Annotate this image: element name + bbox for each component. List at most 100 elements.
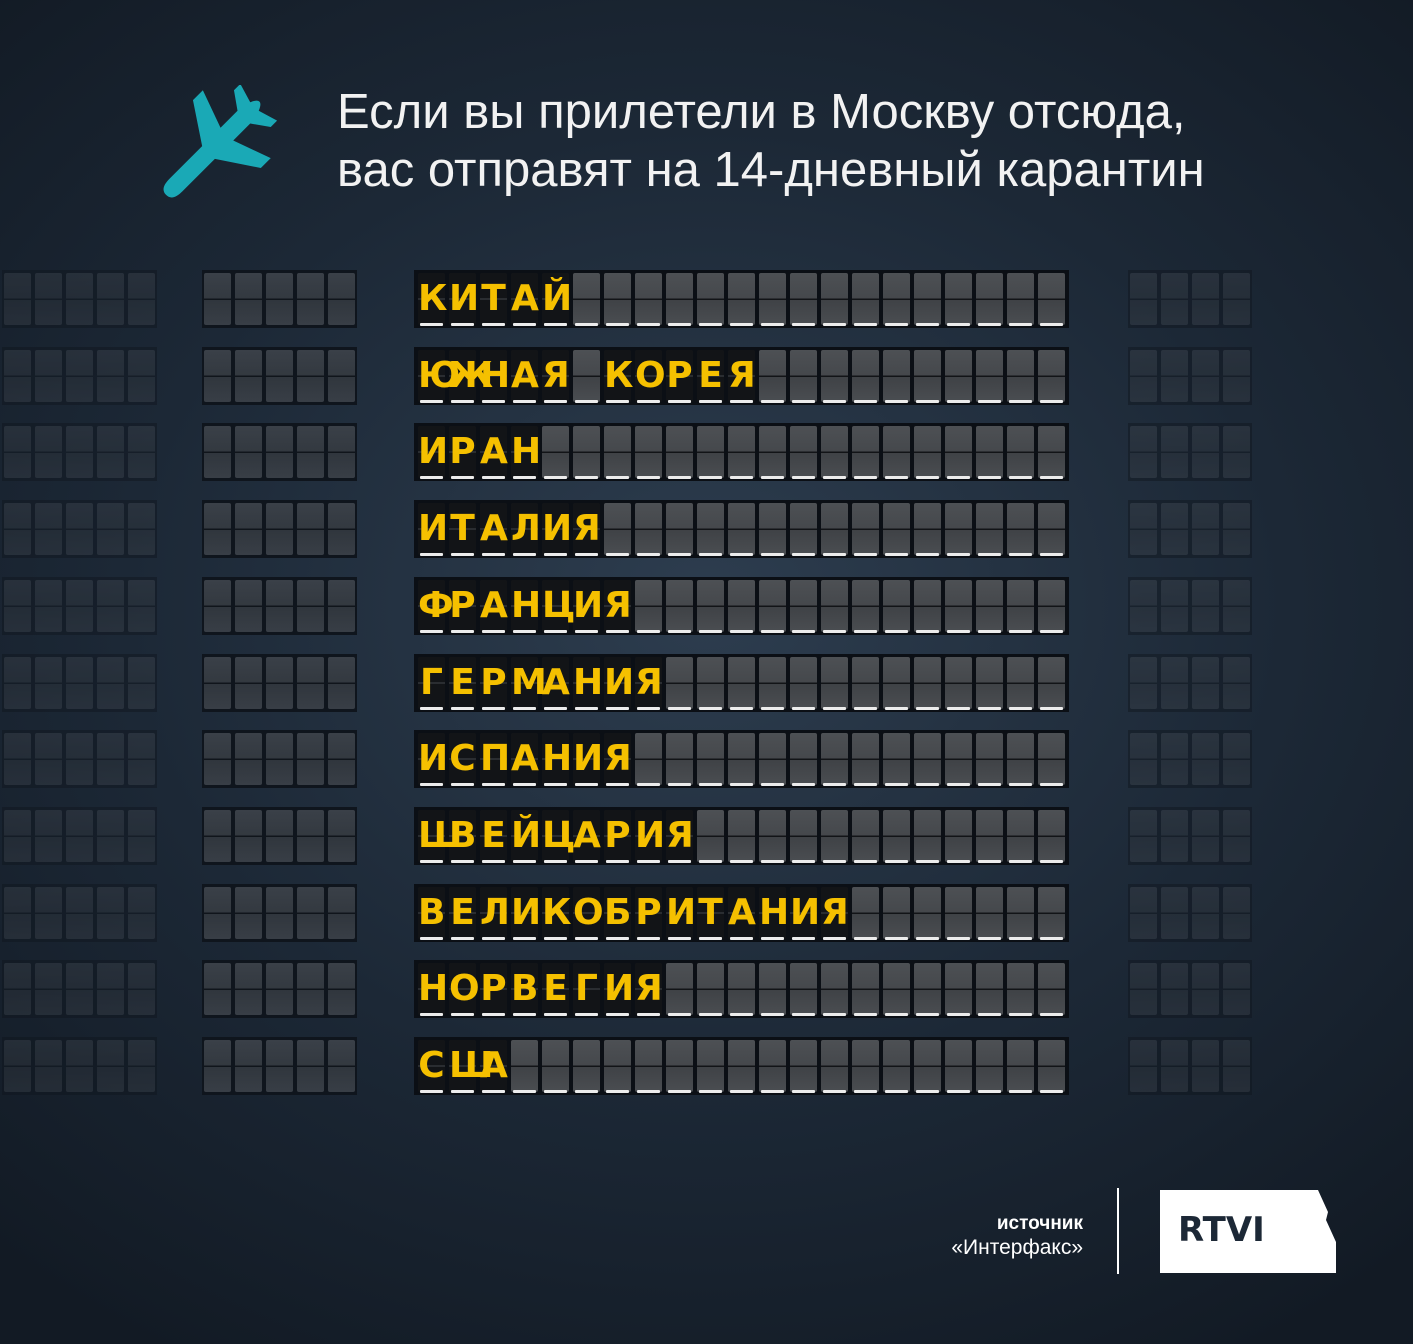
flap-cell xyxy=(1223,273,1250,325)
board-left-panel-far xyxy=(2,577,157,635)
flap-cell xyxy=(914,426,941,479)
flap-cell: Я xyxy=(604,733,632,786)
flap-cell xyxy=(4,580,31,632)
flap-cell xyxy=(266,1040,293,1092)
flap-cell xyxy=(1130,887,1157,939)
flap-cell xyxy=(945,273,972,326)
board-right-panel xyxy=(1128,1037,1252,1095)
flap-cell xyxy=(883,273,910,326)
flap-cell xyxy=(266,273,293,325)
flap-letter: Б xyxy=(604,892,632,933)
flap-cell: Ш xyxy=(418,810,462,863)
flap-letter: Р xyxy=(666,355,693,396)
board-left-panel-far xyxy=(2,730,157,788)
flap-cell xyxy=(883,580,910,633)
flap-letter: И xyxy=(511,892,542,933)
flap-cell xyxy=(1192,810,1219,862)
flap-cell xyxy=(1192,426,1219,478)
flap-letter: А xyxy=(480,585,508,626)
flap-cell: Я xyxy=(666,810,694,863)
flap-cell: Б xyxy=(604,887,632,940)
flap-cell xyxy=(97,273,124,325)
flap-cell xyxy=(128,273,155,325)
board-left-panel xyxy=(202,423,357,481)
flap-cell xyxy=(883,810,910,863)
flap-cell xyxy=(542,426,569,479)
flap-cell xyxy=(1007,580,1034,633)
flap-letter: И xyxy=(573,738,604,779)
flap-cell xyxy=(266,503,293,555)
flap-cell xyxy=(1161,810,1188,862)
flap-cell xyxy=(945,733,972,786)
flap-cell xyxy=(914,657,941,710)
flap-cell xyxy=(790,963,817,1016)
flap-cell xyxy=(1130,733,1157,785)
flap-letter: Н xyxy=(511,431,542,472)
flap-cell xyxy=(4,733,31,785)
flap-cell xyxy=(128,580,155,632)
flap-cell xyxy=(945,350,972,403)
flap-cell: И xyxy=(418,503,448,556)
flap-cell xyxy=(976,580,1003,633)
flap-cell xyxy=(204,273,231,325)
flap-cell xyxy=(728,580,755,633)
flap-cell xyxy=(976,963,1003,1016)
flap-cell xyxy=(1038,350,1065,403)
flap-cell xyxy=(128,426,155,478)
flap-cell xyxy=(266,350,293,402)
flap-cell xyxy=(35,657,62,709)
board-left-panel xyxy=(202,270,357,328)
flap-cell xyxy=(4,887,31,939)
flap-cell xyxy=(1130,350,1157,402)
flap-cell xyxy=(1223,1040,1250,1092)
flap-cell: И xyxy=(511,887,542,940)
board-left-panel xyxy=(202,654,357,712)
flap-cell xyxy=(1038,580,1065,633)
flap-cell xyxy=(297,810,324,862)
flap-cell xyxy=(35,580,62,632)
flap-cell xyxy=(204,580,231,632)
flap-cell xyxy=(235,810,262,862)
flap-cell xyxy=(66,963,93,1015)
flap-cell: Л xyxy=(480,887,510,940)
flap-cell xyxy=(1130,1040,1157,1092)
flap-cell xyxy=(1161,503,1188,555)
flap-cell xyxy=(852,350,879,403)
flap-cell xyxy=(1161,963,1188,1015)
flap-letter: О xyxy=(573,892,604,933)
flap-cell xyxy=(35,1040,62,1092)
flap-cell: О xyxy=(449,963,480,1016)
flap-letter: Л xyxy=(480,892,510,933)
board-left-panel xyxy=(202,347,357,405)
flap-letter: Ц xyxy=(542,585,576,626)
flap-cell xyxy=(1223,426,1250,478)
flap-cell xyxy=(852,810,879,863)
flap-cell xyxy=(4,1040,31,1092)
flap-cell xyxy=(914,810,941,863)
board-right-panel xyxy=(1128,807,1252,865)
flap-cell xyxy=(128,350,155,402)
flap-cell xyxy=(1161,733,1188,785)
flap-letter: В xyxy=(449,815,477,856)
flap-cell xyxy=(1192,350,1219,402)
flap-cell: Н xyxy=(542,733,572,786)
board-left-panel xyxy=(202,807,357,865)
board-left-panel xyxy=(202,1037,357,1095)
flap-cell xyxy=(666,273,693,326)
flap-cell xyxy=(1038,426,1065,479)
flap-cell xyxy=(573,350,600,403)
flap-cell xyxy=(297,887,324,939)
flap-cell xyxy=(266,580,293,632)
flap-cell xyxy=(883,963,910,1016)
board-left-panel xyxy=(202,960,357,1018)
flap-cell xyxy=(945,657,972,710)
board-left-panel-far xyxy=(2,1037,157,1095)
flap-cell xyxy=(204,963,231,1015)
flap-letter: Я xyxy=(728,355,756,396)
